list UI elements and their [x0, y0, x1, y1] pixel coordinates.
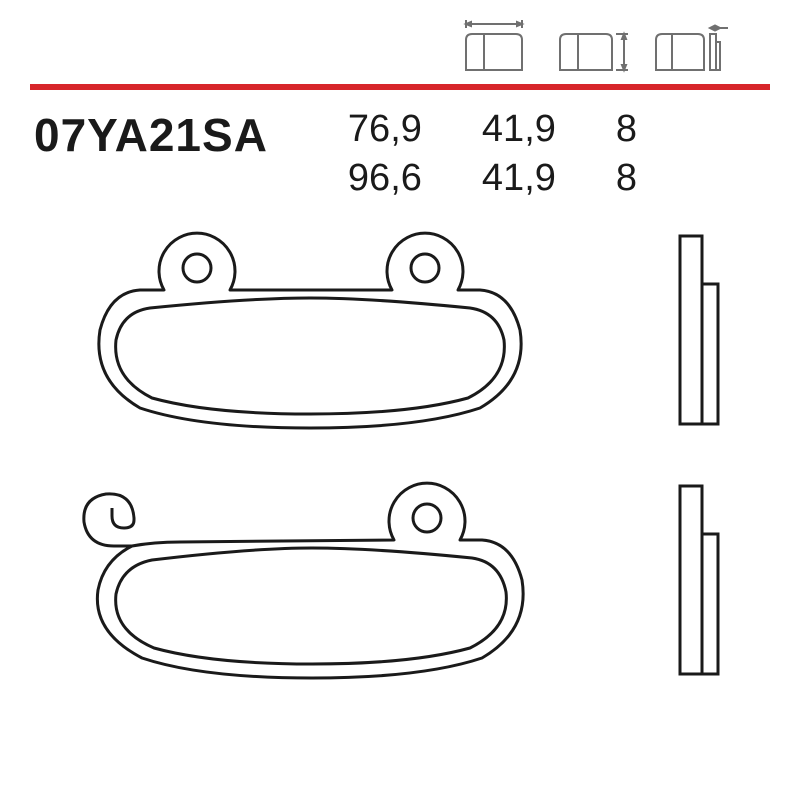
brake-pad-front-1: [70, 230, 550, 430]
pad-row-1: [70, 230, 730, 430]
dim-height: 41,9: [482, 157, 566, 200]
dim-thickness: 8: [616, 108, 700, 151]
dimension-legend-icons: [30, 20, 770, 76]
table-row: 76,9 41,9 8: [348, 108, 700, 151]
diagram-area: [30, 230, 770, 680]
part-number: 07YA21SA: [34, 108, 268, 162]
height-dimension-icon: [552, 20, 632, 76]
dimensions-table: 76,9 41,9 8 96,6 41,9 8: [348, 108, 700, 200]
brake-pad-front-2: [70, 480, 550, 680]
dim-thickness: 8: [616, 157, 700, 200]
pad-row-2: [70, 480, 730, 680]
divider-accent: [30, 84, 770, 90]
dim-height: 41,9: [482, 108, 566, 151]
brake-pad-side-2: [670, 480, 730, 680]
thickness-dimension-icon: [650, 20, 730, 76]
spec-row: 07YA21SA 76,9 41,9 8 96,6 41,9 8: [30, 108, 770, 200]
dim-width: 76,9: [348, 108, 432, 151]
width-dimension-icon: [454, 20, 534, 76]
brake-pad-side-1: [670, 230, 730, 430]
dim-width: 96,6: [348, 157, 432, 200]
table-row: 96,6 41,9 8: [348, 157, 700, 200]
